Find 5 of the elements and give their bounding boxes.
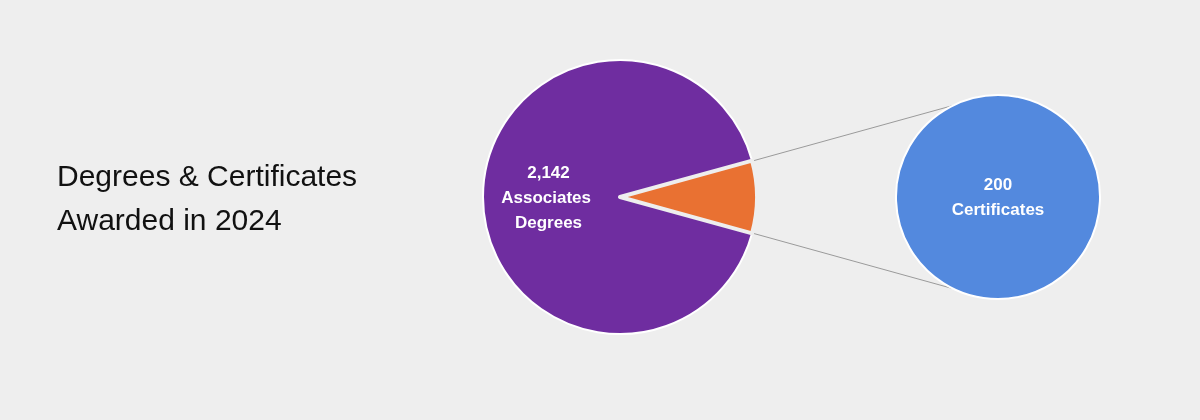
data-label: 200 [983,175,1013,194]
text: Degrees & Certificates Awarded in 2024 [57,158,366,236]
slice-label: Certificates [951,200,1045,219]
slice-label: Associates Degrees [501,187,596,232]
data-label: 2,142 [527,162,570,182]
